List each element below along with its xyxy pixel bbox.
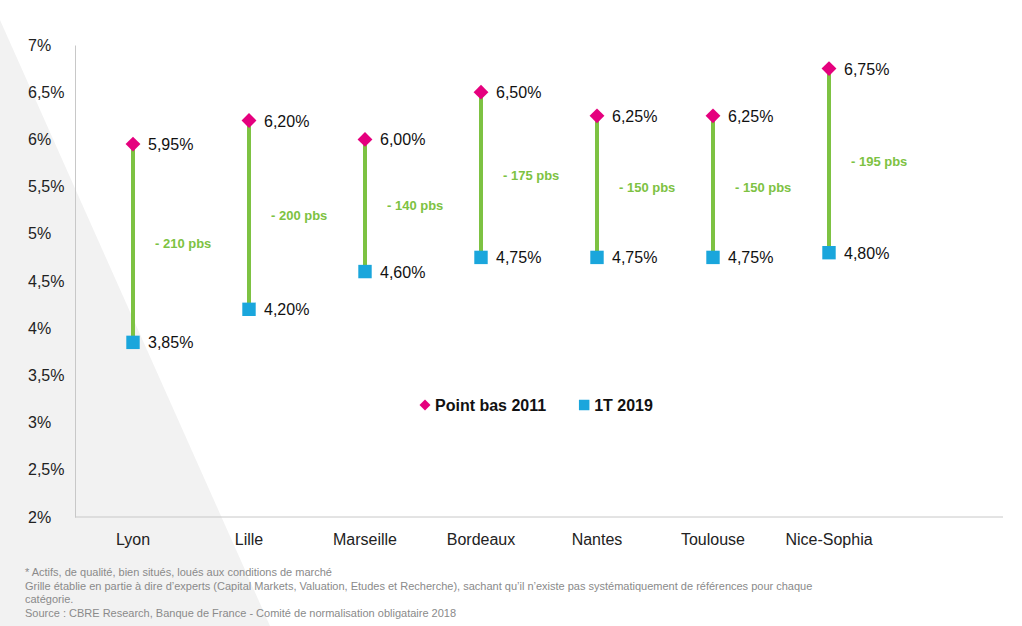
plot-marks: [126, 61, 837, 349]
y-tick: 3,5%: [28, 367, 75, 384]
chart: 2% 2,5% 3% 3,5% 4% 4,5% 5% 5,5% 6% 6,5% 7% Lyon Lill…: [0, 0, 1022, 626]
square-marker: [126, 336, 139, 349]
note: catégorie.: [25, 593, 73, 605]
y-tick-label: 6,5%: [28, 84, 64, 101]
legend-label: 1T 2019: [594, 397, 653, 414]
diamond-marker: [242, 113, 257, 128]
diamond-marker: [126, 137, 141, 152]
diamond-marker: [358, 132, 373, 147]
data-label: 6,20%: [264, 113, 309, 130]
x-tick-label: Nantes: [572, 531, 623, 548]
annotation: - 140 pbs: [387, 198, 443, 213]
y-tick: 6,5%: [28, 84, 75, 101]
note: * Actifs, de qualité, bien situés, loués…: [25, 566, 332, 578]
square-marker: [358, 265, 371, 278]
square-marker: [242, 303, 255, 316]
legend: Point bas 2011 1T 2019: [420, 397, 653, 414]
y-tick-label: 3,5%: [28, 367, 64, 384]
data-label: 4,75%: [496, 249, 541, 266]
y-tick-label: 5%: [28, 225, 51, 242]
x-tick-label: Lille: [235, 531, 264, 548]
data-label: 6,25%: [612, 108, 657, 125]
connector: [711, 116, 715, 258]
y-tick-label: 4,5%: [28, 273, 64, 290]
annotation: - 195 pbs: [851, 154, 907, 169]
legend-label: Point bas 2011: [435, 397, 546, 414]
y-tick: 6%: [28, 131, 75, 148]
y-tick: 5%: [28, 225, 75, 242]
y-tick-label: 2%: [28, 509, 51, 526]
y-axis-line: [75, 46, 76, 518]
note: Source : CBRE Research, Banque de France…: [25, 607, 456, 619]
data-label: 4,20%: [264, 301, 309, 318]
data-label: 4,80%: [844, 245, 889, 262]
background-shape: [0, 20, 270, 626]
x-axis-line: [75, 517, 1003, 518]
y-tick-label: 7%: [28, 37, 51, 54]
square-marker: [590, 251, 603, 264]
annotation: - 150 pbs: [619, 180, 675, 195]
square-marker: [706, 251, 719, 264]
data-label: 6,25%: [728, 108, 773, 125]
data-label: 6,00%: [380, 131, 425, 148]
connector: [363, 139, 367, 271]
data-label: 4,60%: [380, 264, 425, 281]
annotation: - 200 pbs: [271, 208, 327, 223]
connector: [595, 116, 599, 258]
data-labels: 5,95% 6,20% 6,00% 6,50% 6,25% 6,25% 6,75%: [148, 61, 889, 154]
connector: [479, 92, 483, 257]
legend-symbol: [579, 400, 589, 410]
y-axis: 2% 2,5% 3% 3,5% 4% 4,5% 5% 5,5% 6% 6,5% 7%: [28, 37, 76, 526]
y-tick: 4,5%: [28, 273, 75, 290]
data-labels: 3,85% 4,20% 4,60% 4,75% 4,75% 4,75% 4,80%: [148, 245, 889, 352]
y-tick-label: 3%: [28, 414, 51, 431]
y-tick: 2%: [28, 509, 75, 526]
x-tick-label: Marseille: [333, 531, 397, 548]
note: Grille établie en partie à dire d’expert…: [25, 580, 812, 592]
square-marker: [474, 251, 487, 264]
annotation: - 210 pbs: [155, 236, 211, 251]
data-label: 5,95%: [148, 136, 193, 153]
annotations: - 210 pbs - 200 pbs - 140 pbs - 175 pbs - 15…: [155, 154, 907, 252]
data-label: 6,75%: [844, 61, 889, 78]
y-tick-label: 6%: [28, 131, 51, 148]
x-axis: Lyon Lille Marseille Bordeaux Nantes Toulouse…: [116, 531, 873, 548]
legend-symbol: [420, 400, 431, 411]
y-tick: 4%: [28, 320, 75, 337]
legend-item: Point bas 2011: [420, 397, 547, 414]
diamond-marker: [706, 108, 721, 123]
y-tick-label: 2,5%: [28, 461, 64, 478]
annotation: - 150 pbs: [735, 180, 791, 195]
data-label: 6,50%: [496, 84, 541, 101]
diamond-marker: [822, 61, 837, 76]
x-tick-label: Nice-Sophia: [785, 531, 872, 548]
y-tick: 5,5%: [28, 178, 75, 195]
y-tick: 3%: [28, 414, 75, 431]
y-tick: 7%: [28, 37, 75, 54]
diamond-marker: [474, 85, 489, 100]
y-tick-label: 4%: [28, 320, 51, 337]
y-tick-label: 5,5%: [28, 178, 64, 195]
diamond-marker: [590, 108, 605, 123]
connector: [827, 69, 831, 253]
data-label: 4,75%: [728, 249, 773, 266]
square-marker: [822, 246, 835, 259]
data-label: 4,75%: [612, 249, 657, 266]
connector: [131, 144, 135, 342]
connector: [247, 121, 251, 310]
x-tick-label: Bordeaux: [447, 531, 516, 548]
legend-item: 1T 2019: [579, 397, 653, 414]
x-tick-label: Lyon: [116, 531, 150, 548]
annotation: - 175 pbs: [503, 168, 559, 183]
y-tick: 2,5%: [28, 461, 75, 478]
notes: * Actifs, de qualité, bien situés, loués…: [25, 566, 812, 619]
data-label: 3,85%: [148, 334, 193, 351]
x-tick-label: Toulouse: [681, 531, 745, 548]
